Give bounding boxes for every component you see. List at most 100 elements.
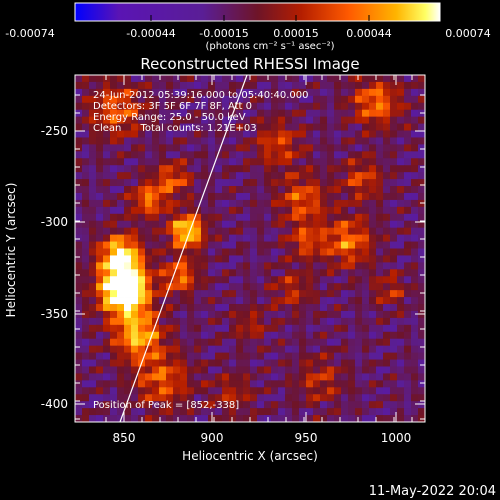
heatmap-pixel <box>201 214 208 221</box>
heatmap-pixel <box>117 165 124 172</box>
heatmap-pixel <box>369 318 376 325</box>
heatmap-pixel <box>271 249 278 256</box>
heatmap-pixel <box>124 193 131 200</box>
heatmap-pixel <box>404 262 411 269</box>
heatmap-pixel <box>341 110 348 117</box>
heatmap-pixel <box>404 137 411 144</box>
heatmap-pixel <box>215 360 222 367</box>
heatmap-pixel <box>82 332 89 339</box>
heatmap-pixel <box>299 158 306 165</box>
heatmap-pixel <box>292 179 299 186</box>
heatmap-pixel <box>264 380 271 387</box>
heatmap-pixel <box>299 290 306 297</box>
heatmap-pixel <box>271 339 278 346</box>
heatmap-pixel <box>271 353 278 360</box>
heatmap-pixel <box>96 353 103 360</box>
heatmap-pixel <box>292 151 299 158</box>
heatmap-pixel <box>348 186 355 193</box>
heatmap-pixel <box>222 318 229 325</box>
heatmap-pixel <box>299 172 306 179</box>
heatmap-pixel <box>355 158 362 165</box>
heatmap-pixel <box>320 408 327 415</box>
heatmap-pixel <box>404 235 411 242</box>
heatmap-pixel <box>418 235 425 242</box>
heatmap-pixel <box>362 311 369 318</box>
heatmap-pixel <box>348 366 355 373</box>
heatmap-pixel <box>362 373 369 380</box>
heatmap-pixel <box>117 283 124 290</box>
heatmap-pixel <box>411 408 418 415</box>
heatmap-pixel <box>418 103 425 110</box>
heatmap-pixel <box>327 304 334 311</box>
heatmap-pixel <box>159 290 166 297</box>
heatmap-pixel <box>257 373 264 380</box>
heatmap-pixel <box>313 235 320 242</box>
heatmap-pixel <box>397 242 404 249</box>
heatmap-pixel <box>362 262 369 269</box>
heatmap-pixel <box>75 339 82 346</box>
heatmap-pixel <box>250 221 257 228</box>
heatmap-pixel <box>117 360 124 367</box>
heatmap-pixel <box>257 214 264 221</box>
heatmap-pixel <box>124 339 131 346</box>
heatmap-pixel <box>383 200 390 207</box>
heatmap-pixel <box>278 235 285 242</box>
heatmap-pixel <box>390 186 397 193</box>
heatmap-pixel <box>299 297 306 304</box>
heatmap-pixel <box>418 124 425 131</box>
heatmap-pixel <box>376 89 383 96</box>
heatmap-pixel <box>201 318 208 325</box>
heatmap-pixel <box>383 214 390 221</box>
heatmap-pixel <box>264 262 271 269</box>
heatmap-pixel <box>264 339 271 346</box>
heatmap-pixel <box>243 311 250 318</box>
heatmap-pixel <box>264 144 271 151</box>
heatmap-pixel <box>320 221 327 228</box>
heatmap-pixel <box>327 82 334 89</box>
heatmap-pixel <box>404 325 411 332</box>
heatmap-pixel <box>145 255 152 262</box>
heatmap-pixel <box>355 325 362 332</box>
heatmap-pixel <box>222 200 229 207</box>
heatmap-pixel <box>250 360 257 367</box>
heatmap-pixel <box>397 401 404 408</box>
heatmap-pixel <box>131 221 138 228</box>
heatmap-pixel <box>369 117 376 124</box>
heatmap-pixel <box>313 304 320 311</box>
heatmap-pixel <box>166 415 173 422</box>
heatmap-pixel <box>313 214 320 221</box>
heatmap-pixel <box>201 151 208 158</box>
heatmap-pixel <box>299 179 306 186</box>
heatmap-pixel <box>96 366 103 373</box>
heatmap-pixel <box>215 207 222 214</box>
heatmap-pixel <box>320 380 327 387</box>
heatmap-pixel <box>320 249 327 256</box>
heatmap-pixel <box>194 387 201 394</box>
heatmap-pixel <box>390 290 397 297</box>
colorbar-tick-label: 0.00074 <box>445 27 491 40</box>
heatmap-pixel <box>348 304 355 311</box>
heatmap-pixel <box>173 415 180 422</box>
heatmap-pixel <box>285 394 292 401</box>
heatmap-pixel <box>299 339 306 346</box>
heatmap-pixel <box>124 290 131 297</box>
heatmap-pixel <box>159 144 166 151</box>
heatmap-pixel <box>355 401 362 408</box>
heatmap-pixel <box>320 318 327 325</box>
heatmap-pixel <box>327 103 334 110</box>
heatmap-pixel <box>383 110 390 117</box>
heatmap-pixel <box>96 262 103 269</box>
heatmap-pixel <box>404 158 411 165</box>
heatmap-pixel <box>152 165 159 172</box>
heatmap-pixel <box>236 214 243 221</box>
heatmap-pixel <box>348 137 355 144</box>
heatmap-pixel <box>145 249 152 256</box>
heatmap-pixel <box>411 186 418 193</box>
heatmap-pixel <box>243 235 250 242</box>
heatmap-pixel <box>327 408 334 415</box>
heatmap-pixel <box>383 380 390 387</box>
heatmap-pixel <box>418 304 425 311</box>
heatmap-pixel <box>376 207 383 214</box>
heatmap-pixel <box>187 242 194 249</box>
heatmap-pixel <box>369 373 376 380</box>
